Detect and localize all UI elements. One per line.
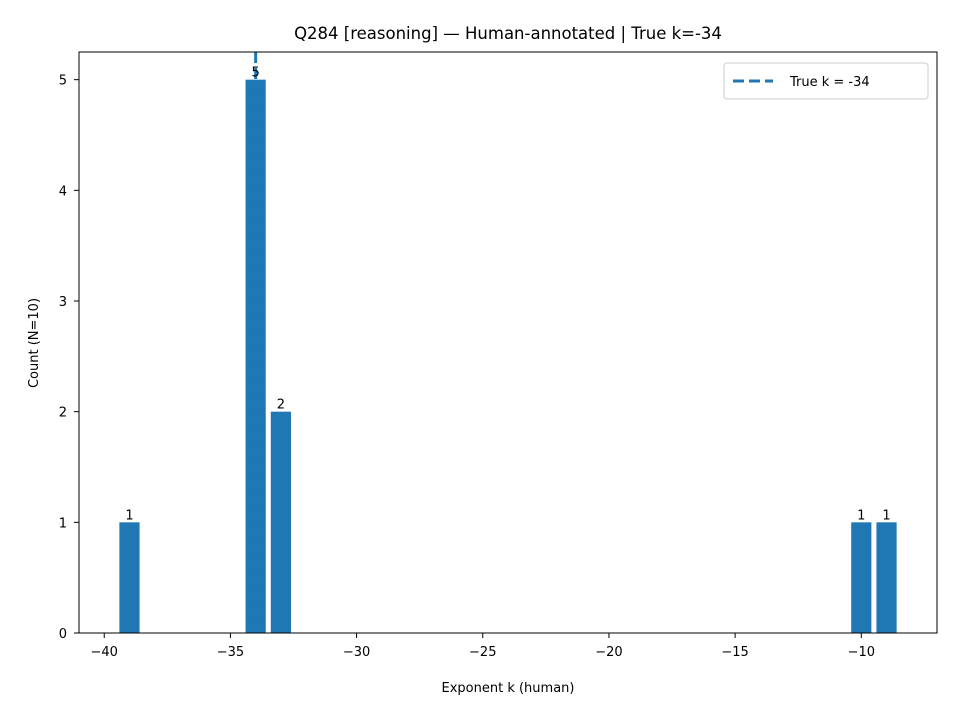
bar-value-label: 5 [252,66,260,81]
bar-value-label: 2 [277,398,285,413]
legend-box [723,62,929,100]
x-axis-label: Exponent k (human) [442,681,575,696]
y-tick-label: 1 [59,516,67,531]
plot-frame [78,51,938,634]
y-tick-label: 2 [59,406,67,421]
legend-entry-label: True k = -34 [789,75,870,90]
y-axis-ticks: 0 1 2 3 4 5 [59,74,79,642]
y-axis-label: Count (N=10) [27,298,42,388]
x-tick-label: −30 [343,645,370,660]
y-tick-label: 3 [59,295,67,310]
x-tick-label: −15 [721,645,748,660]
bar-value-label: 1 [857,508,865,523]
x-tick-label: −25 [469,645,496,660]
bar [876,522,897,633]
x-tick-label: −40 [91,645,118,660]
x-tick-label: −20 [595,645,622,660]
chart-title: Q284 [reasoning] — Human-annotated | Tru… [294,24,722,43]
x-axis-ticks: −40 −35 −30 −25 −20 −15 −10 [91,633,875,660]
bar-labels-layer: 1 5 2 1 1 [125,66,890,524]
bar-value-label: 1 [882,508,890,523]
bar [851,522,872,633]
y-tick-label: 4 [59,184,67,199]
bar-value-label: 1 [125,508,133,523]
x-tick-label: −10 [848,645,875,660]
bar [270,411,291,633]
y-tick-label: 5 [59,74,67,89]
legend: True k = -34 [723,62,929,100]
x-tick-label: −35 [217,645,244,660]
bar [119,522,140,633]
y-tick-label: 0 [59,627,67,642]
